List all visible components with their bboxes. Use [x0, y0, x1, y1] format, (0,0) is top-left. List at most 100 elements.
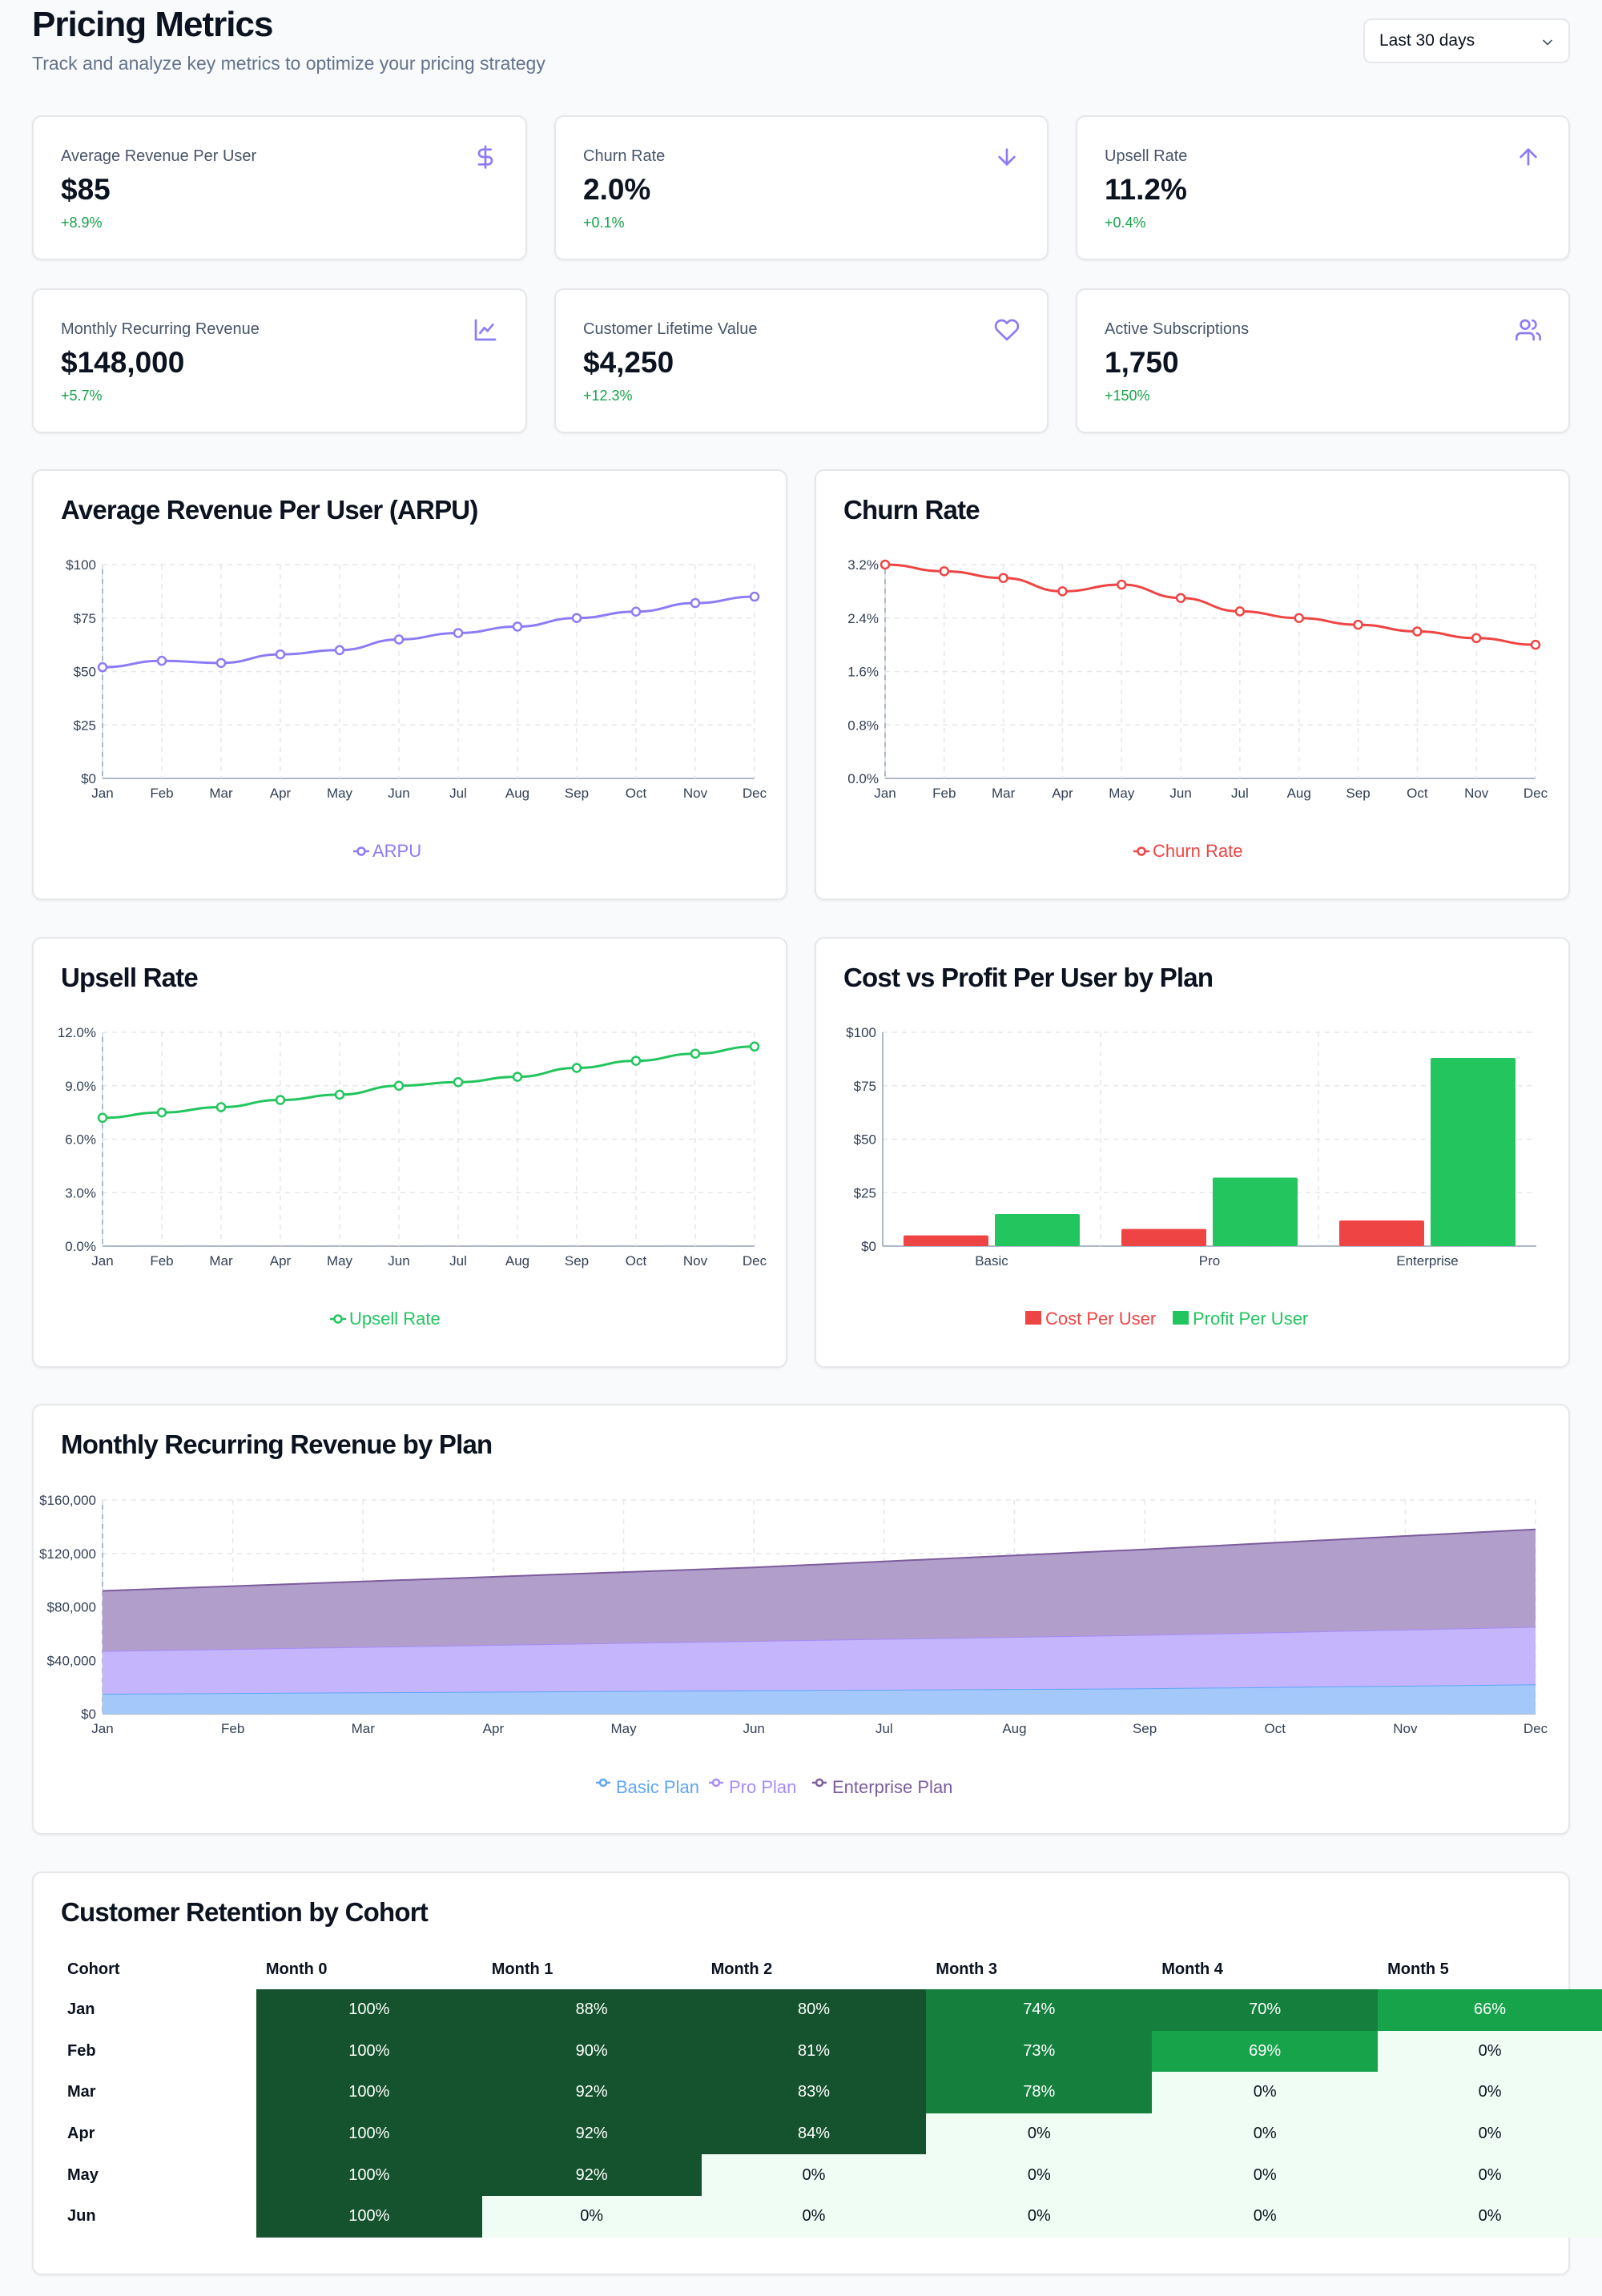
- x-tick-label: Jan: [91, 1721, 113, 1736]
- x-tick-label: May: [327, 1253, 353, 1269]
- retention-row: Jun 100% 0% 0% 0% 0% 0%: [58, 2195, 1602, 2238]
- metric-card-upsell: Upsell Rate 11.2% +0.4%: [1076, 115, 1570, 260]
- x-tick-label: Oct: [626, 1253, 647, 1269]
- metric-value: $148,000: [61, 346, 185, 379]
- profit-bar: [1431, 1058, 1515, 1246]
- x-tick-label: Oct: [1407, 786, 1428, 801]
- data-point: [571, 613, 582, 623]
- metric-label: Average Revenue Per User: [61, 147, 257, 165]
- users-icon: [1515, 319, 1541, 341]
- area-basic-plan: [103, 1684, 1536, 1714]
- retention-cell: 0%: [1378, 2072, 1602, 2113]
- x-tick-label: Mar: [209, 786, 233, 801]
- chart-title: Monthly Recurring Revenue by Plan: [61, 1429, 493, 1459]
- data-point: [215, 657, 227, 669]
- metric-value: $4,250: [583, 346, 674, 379]
- x-tick-label: Jul: [1231, 786, 1249, 801]
- retention-cell: 0%: [701, 2154, 927, 2196]
- x-tick-label: Jan: [874, 786, 896, 801]
- y-tick-label: $25: [74, 718, 96, 733]
- x-tick-label: Feb: [150, 786, 173, 801]
- metric-label: Active Subscriptions: [1105, 320, 1250, 338]
- series-line: [884, 563, 1536, 646]
- retention-cell: 90%: [481, 2030, 702, 2073]
- retention-row: Feb 100% 90% 81% 73% 69% 0%: [58, 2030, 1602, 2073]
- period-select[interactable]: Last 30 days: [1363, 18, 1570, 63]
- data-point: [1117, 579, 1127, 590]
- x-tick-label: Aug: [1287, 786, 1311, 801]
- data-point: [1471, 633, 1482, 644]
- retention-header-cell: Month 5: [1387, 1960, 1449, 1978]
- metric-delta: +12.3%: [583, 388, 633, 404]
- legend-label: Upsell Rate: [349, 1309, 441, 1329]
- y-tick-label: 0.0%: [847, 771, 879, 786]
- metric-card-mrr: Monthly Recurring Revenue $148,000 +5.7%: [32, 288, 527, 433]
- retention-header-cell: Month 4: [1161, 1960, 1223, 1978]
- retention-cell: 100%: [256, 2154, 482, 2196]
- x-tick-label: Jun: [388, 1253, 409, 1269]
- y-tick-label: 1.6%: [847, 665, 879, 680]
- area-pro-plan: [103, 1627, 1536, 1694]
- x-tick-label: Apr: [1052, 786, 1073, 801]
- data-point: [453, 628, 464, 638]
- data-point: [1412, 626, 1423, 637]
- data-point: [334, 645, 345, 656]
- x-tick-label: Mar: [352, 1721, 376, 1736]
- y-tick-label: 0.0%: [65, 1239, 96, 1254]
- data-point: [393, 634, 405, 645]
- retention-cell: 100%: [256, 2195, 482, 2238]
- cohort-label: Mar: [67, 2083, 96, 2101]
- retention-cell: 70%: [1152, 1989, 1379, 2031]
- page-subtitle: Track and analyze key metrics to optimiz…: [32, 53, 545, 74]
- data-point: [630, 606, 642, 617]
- data-point: [275, 1095, 286, 1105]
- y-tick-label: $50: [74, 665, 96, 680]
- retention-cell: 83%: [701, 2072, 927, 2113]
- x-tick-label: Jan: [91, 786, 113, 801]
- metric-label: Customer Lifetime Value: [583, 320, 758, 338]
- data-point: [749, 591, 760, 602]
- data-point: [156, 655, 167, 666]
- retention-cell: 0%: [481, 2195, 702, 2238]
- data-point: [749, 1041, 760, 1052]
- cost-profit-chart-card: Cost vs Profit Per User by Plan: [815, 937, 1570, 1368]
- y-tick-label: $120,000: [39, 1546, 96, 1562]
- y-tick-label: $25: [854, 1185, 876, 1200]
- cohort-label: Feb: [67, 2041, 96, 2060]
- legend-swatch: [356, 846, 366, 856]
- chart-title: Churn Rate: [843, 495, 980, 525]
- x-tick-label: Aug: [505, 786, 529, 801]
- retention-cell: 0%: [1378, 2154, 1602, 2196]
- retention-cell: 0%: [926, 2154, 1153, 2196]
- retention-cell: 92%: [481, 2113, 702, 2155]
- x-tick-label: Jan: [91, 1253, 113, 1269]
- retention-cell: 0%: [926, 2195, 1153, 2238]
- x-tick-label: May: [327, 786, 353, 801]
- chart-title: Upsell Rate: [61, 963, 199, 992]
- retention-row: Jan 100% 88% 80% 74% 70% 66%: [58, 1989, 1602, 2031]
- retention-header-cell: Month 2: [710, 1960, 773, 1978]
- retention-cell: 0%: [1152, 2072, 1379, 2113]
- retention-cell: 88%: [481, 1989, 702, 2031]
- y-tick-label: 0.8%: [847, 718, 879, 733]
- retention-header-cell: Cohort: [67, 1960, 120, 1978]
- x-tick-label: Pro: [1199, 1253, 1220, 1269]
- metric-card-churn: Churn Rate 2.0% +0.1%: [554, 115, 1049, 260]
- y-tick-label: $50: [854, 1132, 876, 1148]
- retention-cell: 81%: [701, 2030, 927, 2073]
- legend-label: Profit Per User: [1193, 1309, 1308, 1329]
- churn-chart-card: Churn Rate: [815, 469, 1570, 900]
- retention-cell: 0%: [1378, 2113, 1602, 2155]
- x-tick-label: Nov: [683, 786, 708, 801]
- legend-label: Pro Plan: [729, 1777, 796, 1797]
- metric-delta: +5.7%: [61, 388, 103, 404]
- chevron-down-icon: [1543, 39, 1552, 46]
- y-tick-label: $40,000: [47, 1653, 96, 1668]
- metric-value: 1,750: [1105, 346, 1179, 379]
- retention-header-row: Cohort Month 0 Month 1 Month 2 Month 3 Month …: [58, 1949, 1602, 1989]
- retention-cell: 74%: [926, 1989, 1153, 2031]
- x-tick-label: Mar: [992, 786, 1016, 801]
- data-point: [1294, 613, 1304, 623]
- data-point: [393, 1080, 405, 1091]
- metric-label: Monthly Recurring Revenue: [61, 320, 260, 338]
